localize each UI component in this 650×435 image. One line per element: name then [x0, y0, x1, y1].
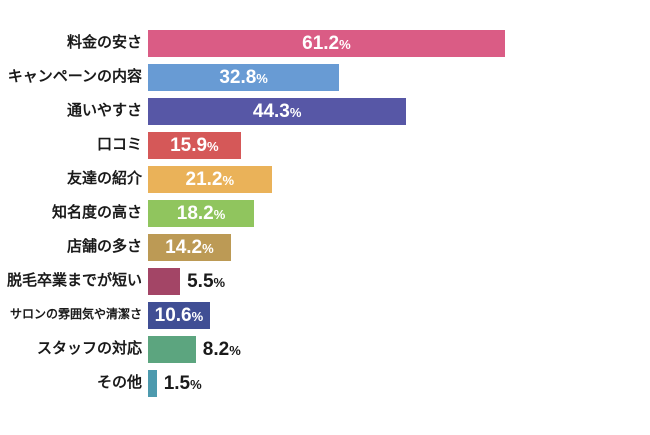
category-label: 脱毛卒業までが短い	[6, 271, 142, 289]
percent-sign: %	[339, 36, 351, 52]
percent-sign: %	[190, 376, 202, 392]
value-label: 21.2%	[185, 168, 235, 190]
category-label: スタッフの対応	[36, 339, 142, 357]
value-label: 8.2%	[202, 338, 241, 360]
bar: 21.2%	[148, 165, 272, 193]
percent-sign: %	[213, 206, 226, 222]
bar: 18.2%	[148, 199, 255, 227]
percent-sign: %	[213, 274, 226, 290]
percent-sign: %	[289, 104, 302, 120]
bar	[148, 369, 157, 397]
bar	[148, 267, 181, 295]
category-label: 友達の紹介	[66, 169, 142, 187]
category-label: 知名度の高さ	[51, 203, 142, 221]
percent-sign: %	[202, 240, 214, 256]
category-label: 店舗の多さ	[66, 237, 142, 255]
bar-row: 口コミ 15.9%	[0, 128, 650, 162]
value-label: 61.2%	[302, 32, 351, 54]
percent-sign: %	[222, 172, 235, 188]
percent-sign: %	[256, 70, 268, 86]
category-label: キャンペーンの内容	[7, 67, 142, 85]
value-label: 5.5%	[187, 270, 226, 292]
bar: 15.9%	[148, 131, 241, 159]
bar: 10.6%	[148, 301, 210, 329]
bar-row: スタッフの対応 8.2%	[0, 332, 650, 366]
category-label: 料金の安さ	[66, 33, 142, 51]
bar-row: 通いやすさ 44.3%	[0, 94, 650, 128]
value-label: 44.3%	[252, 100, 302, 122]
category-label: サロンの雰囲気や清潔さ	[9, 307, 142, 322]
bar-row: 脱毛卒業までが短い 5.5%	[0, 264, 650, 298]
bar-row: キャンペーンの内容 32.8%	[0, 60, 650, 94]
bar-row: サロンの雰囲気や清潔さ 10.6%	[0, 298, 650, 332]
category-label: 通いやすさ	[66, 101, 142, 119]
bar: 32.8%	[148, 63, 340, 91]
percent-sign: %	[229, 342, 241, 358]
bar-row: その他 1.5%	[0, 366, 650, 400]
horizontal-bar-chart: 料金の安さ 61.2% キャンペーンの内容 32.8% 通いやすさ 44.3% 口コミ 15.…	[0, 26, 650, 400]
value-label: 10.6%	[154, 304, 204, 326]
value-label: 15.9%	[170, 134, 219, 156]
category-label: 口コミ	[96, 135, 142, 153]
category-label: その他	[96, 373, 142, 391]
bar	[148, 335, 196, 363]
value-label: 1.5%	[163, 372, 202, 394]
bar-row: 店舗の多さ 14.2%	[0, 230, 650, 264]
value-label: 18.2%	[176, 202, 226, 224]
percent-sign: %	[191, 308, 204, 324]
bar-row: 料金の安さ 61.2%	[0, 26, 650, 60]
value-label: 14.2%	[165, 236, 214, 258]
bar: 14.2%	[148, 233, 231, 261]
value-label: 32.8%	[219, 66, 268, 88]
bar-row: 知名度の高さ 18.2%	[0, 196, 650, 230]
bar: 61.2%	[148, 29, 505, 57]
bar: 44.3%	[148, 97, 407, 125]
percent-sign: %	[207, 138, 219, 154]
bar-row: 友達の紹介 21.2%	[0, 162, 650, 196]
